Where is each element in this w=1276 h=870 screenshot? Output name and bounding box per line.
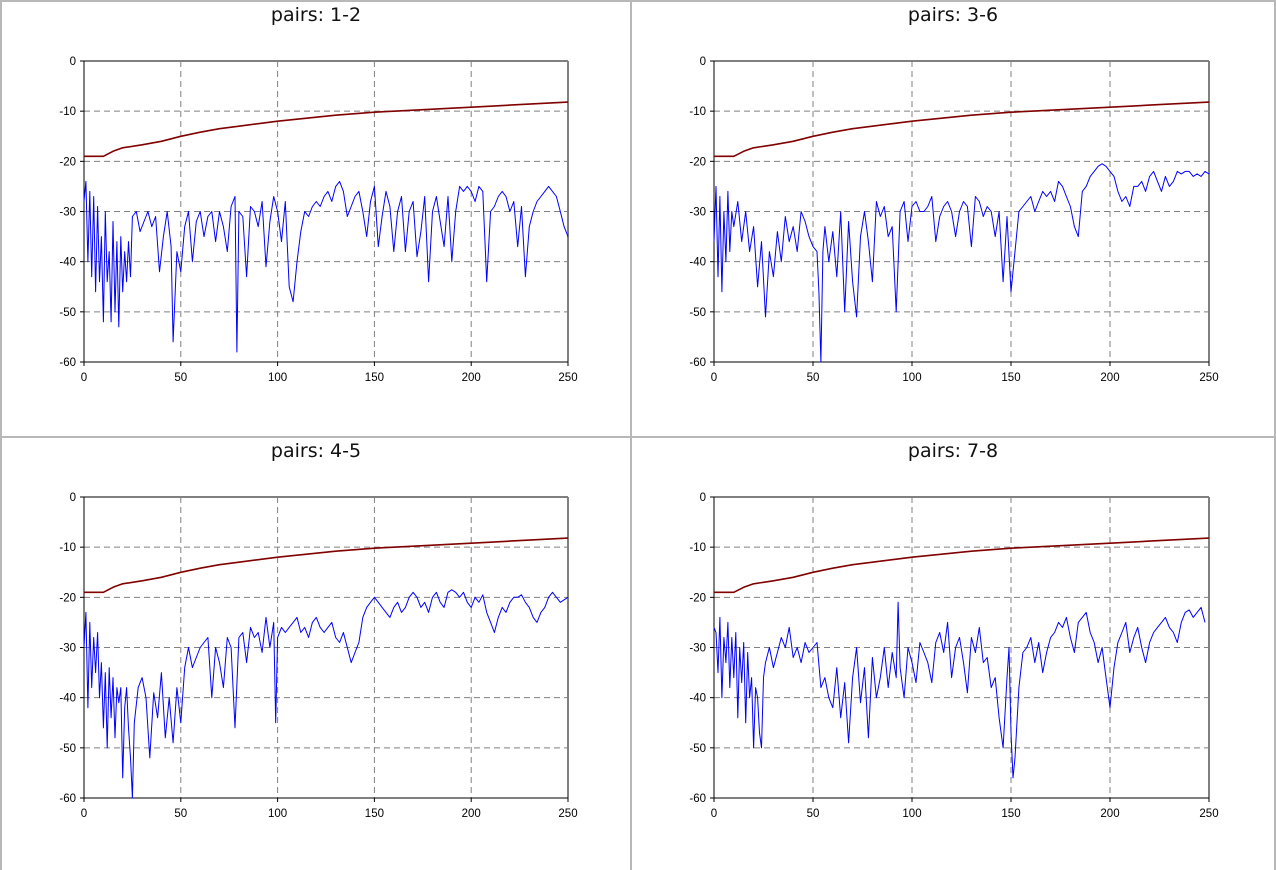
line-chart: 0 -10 -20 -30 -40 -50 -60 0 50 100 150 200 250 (689, 492, 1218, 820)
y-tick-label: -30 (689, 643, 706, 655)
y-tick-label: 0 (700, 56, 706, 68)
series-line-red (714, 537, 1210, 594)
x-tick-label: 0 (711, 372, 717, 384)
y-tick-label: -30 (59, 643, 76, 655)
y-tick-label: -30 (689, 207, 706, 219)
x-tick-label: 100 (902, 808, 921, 820)
x-tick-label: 200 (1100, 372, 1119, 384)
x-tick-label: 100 (902, 372, 921, 384)
chart-title: pairs: 7-8 (907, 440, 999, 462)
series-line-red (84, 537, 569, 594)
chart-panel: pairs: 4-5 0 -10 -20 -30 -40 -50 -60 0 50 100 150 2… (2, 438, 630, 870)
y-tick-label: -60 (689, 793, 706, 805)
x-tick-label: 250 (558, 372, 577, 384)
y-tick-label: -60 (59, 793, 76, 805)
chart-title: pairs: 1-2 (270, 4, 362, 26)
y-tick-label: -10 (59, 106, 76, 118)
series-line-blue (713, 601, 1206, 779)
line-chart: 0 -10 -20 -30 -40 -50 -60 0 50 100 150 200 250 (689, 56, 1218, 384)
x-tick-label: 250 (1199, 372, 1218, 384)
line-chart: 0 -10 -20 -30 -40 -50 -60 0 50 100 150 200 250 (59, 56, 577, 384)
x-tick-label: 150 (1001, 372, 1020, 384)
y-tick-label: -20 (59, 592, 76, 604)
series-line-blue (83, 589, 569, 799)
y-tick-label: -40 (689, 257, 706, 269)
x-tick-label: 0 (81, 372, 87, 384)
y-tick-label: -20 (59, 156, 76, 168)
y-tick-label: 0 (70, 56, 76, 68)
y-tick-label: -40 (59, 693, 76, 705)
series-line-red (714, 101, 1210, 158)
y-tick-label: -10 (59, 542, 76, 554)
y-tick-label: -10 (689, 542, 706, 554)
x-tick-label: 150 (365, 808, 384, 820)
y-tick-label: -60 (689, 357, 706, 369)
x-tick-label: 200 (462, 372, 481, 384)
x-tick-label: 200 (462, 808, 481, 820)
chart-title: pairs: 4-5 (270, 440, 362, 462)
x-tick-label: 50 (807, 808, 820, 820)
series-line-blue (83, 180, 569, 353)
x-tick-label: 100 (268, 372, 287, 384)
y-tick-label: -50 (59, 743, 76, 755)
y-tick-label: 0 (700, 492, 706, 504)
x-tick-label: 50 (174, 372, 187, 384)
y-tick-label: -50 (59, 307, 76, 319)
y-tick-label: -10 (689, 106, 706, 118)
x-tick-label: 100 (268, 808, 287, 820)
series-line-red (84, 101, 569, 158)
series-line-blue (713, 163, 1210, 363)
x-tick-label: 0 (711, 808, 717, 820)
x-tick-label: 150 (1001, 808, 1020, 820)
x-tick-label: 150 (365, 372, 384, 384)
y-tick-label: -60 (59, 357, 76, 369)
chart-title: pairs: 3-6 (907, 4, 999, 26)
x-tick-label: 50 (174, 808, 187, 820)
x-tick-label: 50 (807, 372, 820, 384)
y-tick-label: -20 (689, 156, 706, 168)
y-tick-label: 0 (70, 492, 76, 504)
y-tick-label: -50 (689, 743, 706, 755)
x-tick-label: 250 (1199, 808, 1218, 820)
x-tick-label: 250 (558, 808, 577, 820)
line-chart: 0 -10 -20 -30 -40 -50 -60 0 50 100 150 200 250 (59, 492, 577, 820)
y-tick-label: -30 (59, 207, 76, 219)
chart-panel: pairs: 7-8 0 -10 -20 -30 -40 -50 -60 0 50 100 150 2… (632, 438, 1274, 870)
chart-panel: pairs: 3-6 0 -10 -20 -30 -40 -50 -60 0 50 100 150 2… (632, 2, 1274, 436)
y-tick-label: -20 (689, 592, 706, 604)
y-tick-label: -50 (689, 307, 706, 319)
x-tick-label: 200 (1100, 808, 1119, 820)
x-tick-label: 0 (81, 808, 87, 820)
chart-panel: pairs: 1-2 0 -10 -20 -30 -40 -50 -60 0 50 100 150 2… (2, 2, 630, 436)
y-tick-label: -40 (689, 693, 706, 705)
y-tick-label: -40 (59, 257, 76, 269)
